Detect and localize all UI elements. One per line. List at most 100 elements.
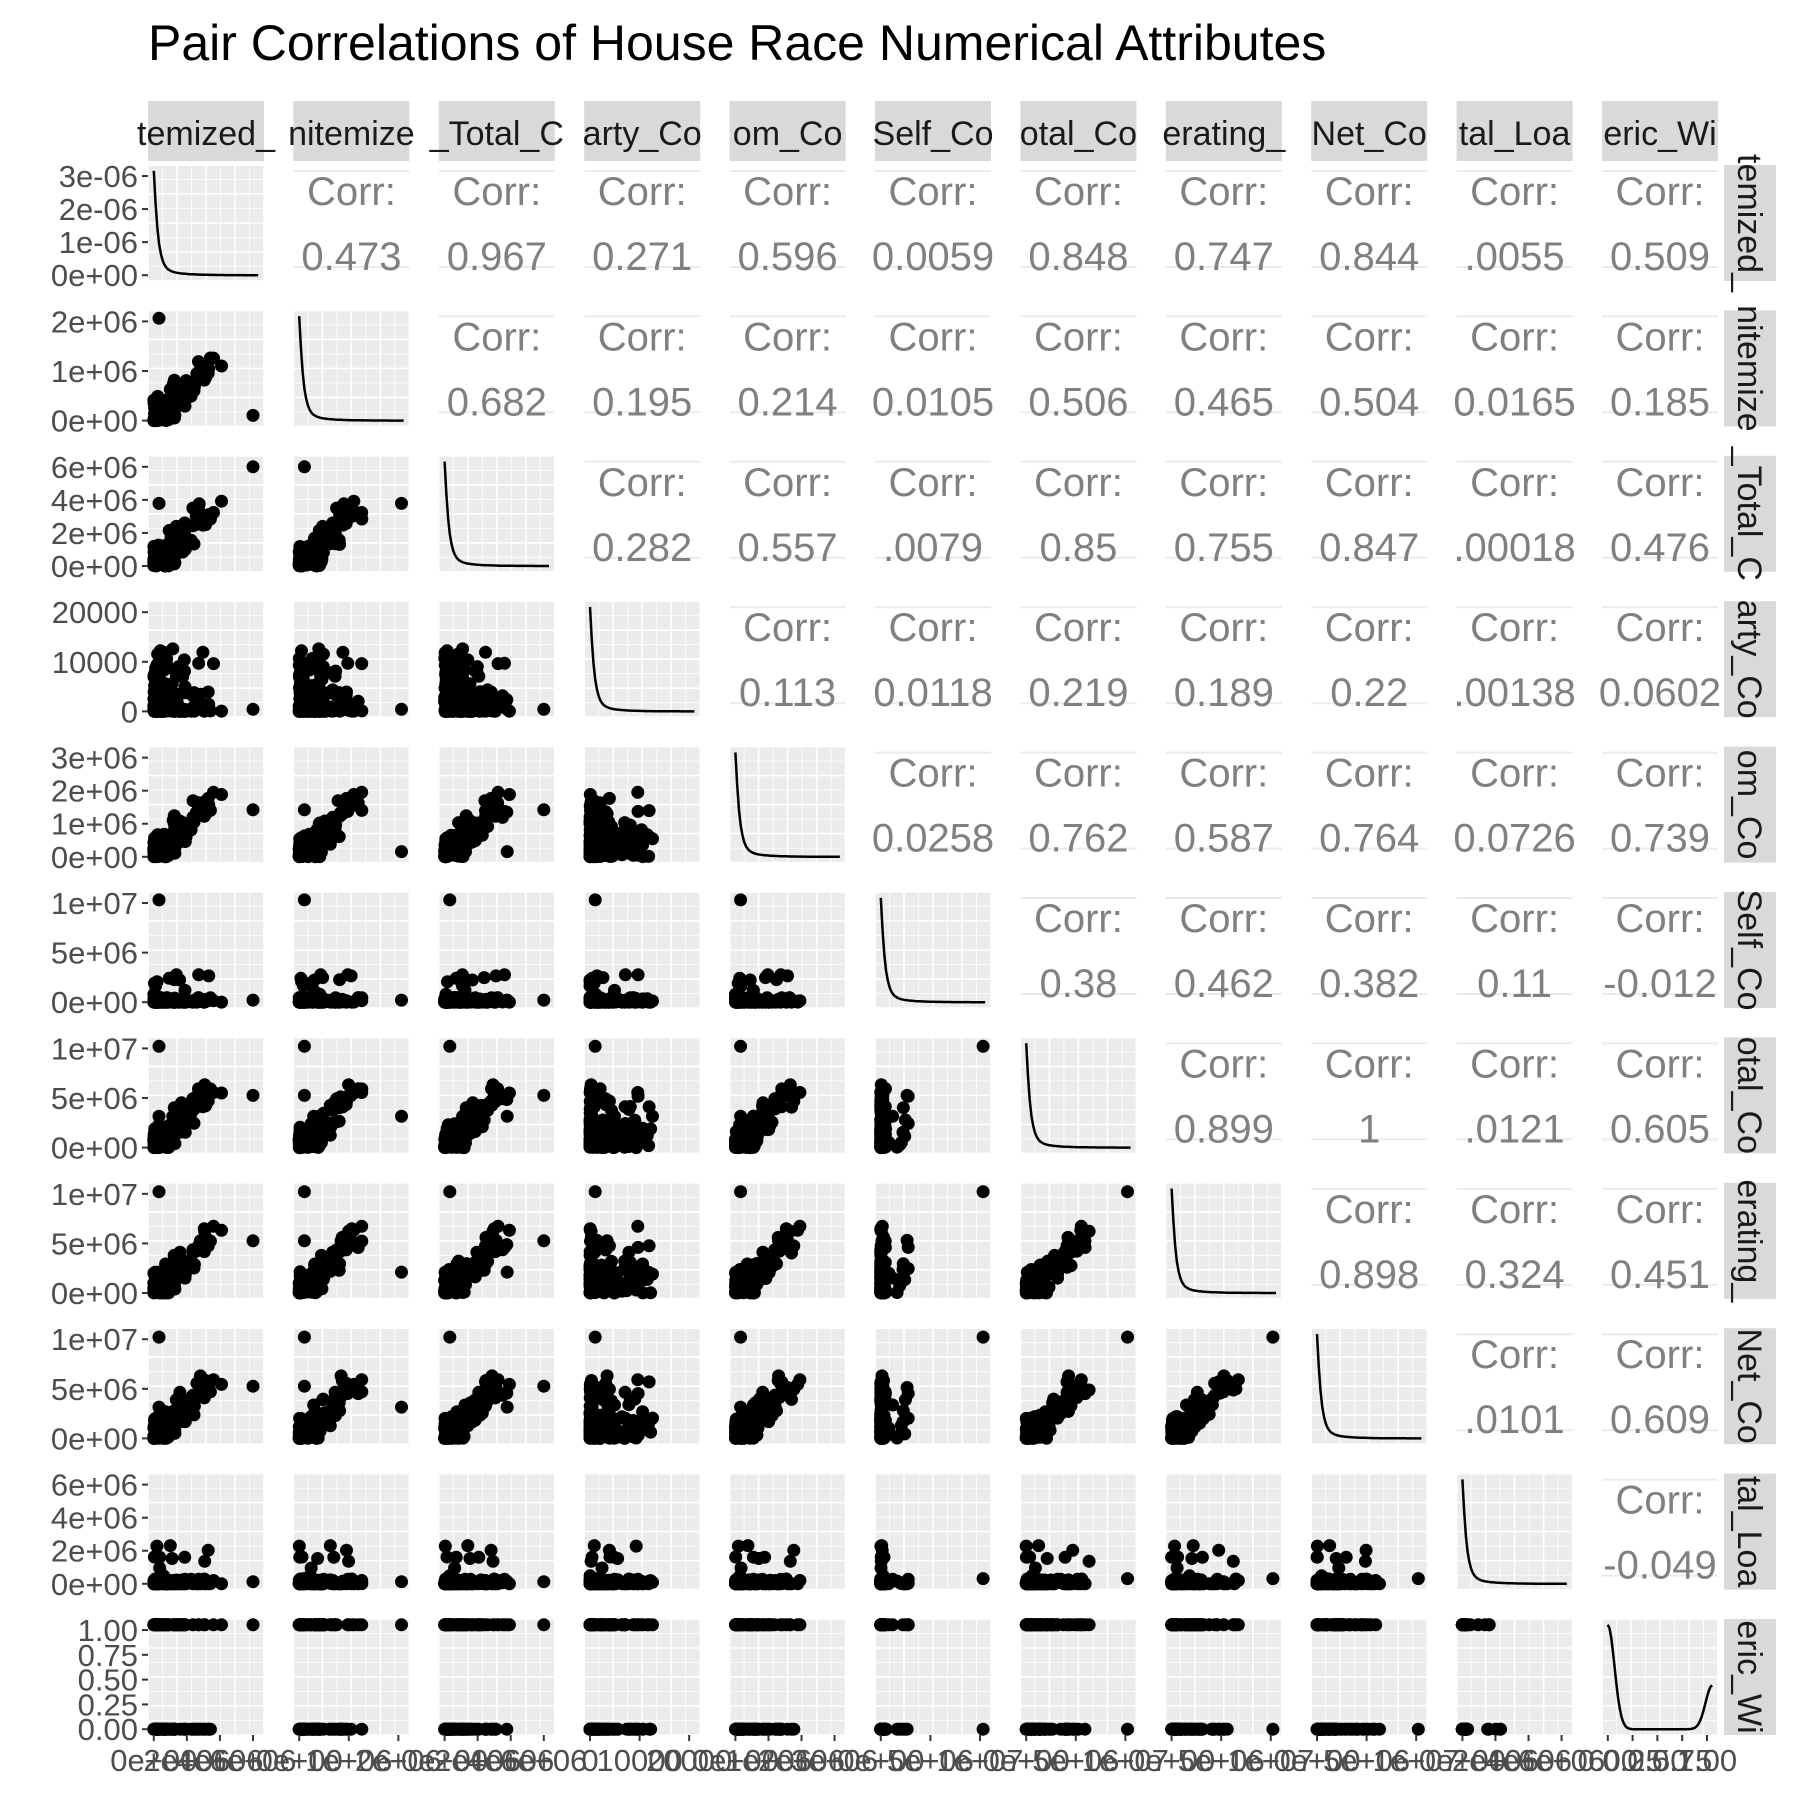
scatter-point: [496, 1243, 509, 1257]
scatter-point: [186, 810, 200, 824]
corr-label: Corr:: [743, 606, 832, 650]
corr-value: 0.113: [739, 671, 836, 715]
scatter-point: [215, 359, 228, 373]
scatter-point: [606, 1133, 620, 1146]
scatter-point: [335, 807, 349, 821]
scatter-point: [751, 1259, 764, 1273]
corr-label: Corr:: [1616, 752, 1705, 796]
corr-label: Corr:: [889, 752, 978, 796]
scatter-point: [171, 1119, 184, 1133]
scatter-point: [341, 656, 355, 670]
scatter-point: [199, 518, 213, 532]
corr-label: Corr:: [1179, 752, 1268, 796]
corr-label: Corr:: [1616, 1188, 1705, 1232]
corr-label: Corr:: [1034, 752, 1123, 796]
scatter-point: [147, 668, 161, 682]
density-curve: [588, 606, 695, 713]
corr-label: Corr:: [1616, 897, 1705, 941]
scatter-point: [976, 1185, 990, 1199]
scatter-point: [479, 992, 493, 1006]
scatter-point: [347, 494, 361, 508]
scatter-point: [335, 992, 349, 1006]
scatter-point: [1021, 1265, 1035, 1279]
scatter-point: [599, 1243, 613, 1257]
scatter-point: [178, 377, 191, 391]
corr-label: Corr:: [1034, 606, 1123, 650]
scatter-point: [458, 680, 472, 694]
scatter-point: [642, 1139, 656, 1153]
scatter-point: [775, 1234, 789, 1248]
scatter-point: [316, 536, 330, 550]
scatter-point: [596, 971, 610, 985]
corr-label: Corr:: [1470, 897, 1559, 941]
scatter-point: [328, 1257, 342, 1271]
scatter-point: [192, 656, 206, 670]
scatter-point: [171, 389, 184, 403]
scatter-point: [297, 1185, 311, 1199]
scatter-point: [890, 1140, 904, 1154]
corr-label: Corr:: [743, 170, 832, 214]
scatter-point: [456, 979, 469, 993]
corr-label: Corr:: [1179, 170, 1268, 214]
scatter-point: [312, 1139, 326, 1153]
scatter-point: [199, 807, 213, 821]
scatter-point: [443, 699, 457, 713]
scatter-point: [496, 1092, 509, 1106]
scatter-point: [479, 645, 492, 659]
scatter-point: [606, 1282, 620, 1296]
corr-value: 0.0118: [873, 671, 992, 715]
scatter-point: [312, 849, 326, 863]
scatter-point: [215, 704, 228, 718]
scatter-point: [330, 689, 344, 703]
scatter-point: [312, 646, 326, 660]
corr-value: 0.22: [1330, 671, 1408, 715]
corr-label: Corr:: [1470, 1188, 1559, 1232]
corr-label: Corr:: [1034, 170, 1123, 214]
corr-label: Corr:: [1179, 315, 1268, 359]
scatter-point: [202, 969, 216, 983]
scatter-point: [585, 1135, 599, 1149]
corr-label: Corr:: [1616, 315, 1705, 359]
scatter-point: [149, 979, 163, 993]
scatter-point: [456, 1286, 469, 1299]
scatter-point: [355, 512, 369, 526]
scatter-point: [178, 983, 192, 997]
scatter-point: [316, 697, 330, 710]
scatter-point: [477, 1263, 491, 1277]
corr-value: 0.451: [1610, 1253, 1710, 1297]
scatter-point: [468, 664, 482, 678]
corr-label: Corr:: [1034, 461, 1123, 505]
scatter-point: [335, 518, 349, 532]
scatter-point: [759, 971, 772, 985]
scatter-point: [460, 813, 474, 827]
corr-label: Corr:: [1325, 315, 1414, 359]
corr-label: Corr:: [1616, 170, 1705, 214]
corr-label: Corr:: [1325, 461, 1414, 505]
scatter-point: [443, 845, 457, 859]
scatter-point: [215, 1086, 228, 1100]
scatter-point: [734, 993, 748, 1007]
scatter-point: [297, 702, 311, 716]
scatter-point: [456, 844, 469, 858]
scatter-point: [620, 993, 634, 1007]
scatter-point: [502, 788, 516, 801]
scatter-point: [874, 1135, 888, 1149]
scatter-point: [443, 1039, 457, 1053]
corr-value: 0.747: [1174, 235, 1274, 279]
scatter-point: [304, 1117, 318, 1131]
scatter-point: [1060, 1255, 1074, 1269]
scatter-point: [150, 681, 164, 695]
scatter-point: [166, 377, 180, 391]
corr-value: 0.271: [592, 235, 692, 279]
scatter-point: [197, 1245, 211, 1259]
corr-value: .00138: [1453, 671, 1575, 715]
scatter-point: [316, 971, 330, 985]
corr-value: 0.762: [1028, 817, 1128, 861]
scatter-point: [215, 788, 228, 801]
corr-label: Corr:: [1470, 752, 1559, 796]
scatter-point: [585, 845, 599, 859]
scatter-point: [876, 1265, 890, 1279]
scatter-point: [898, 1273, 912, 1287]
corr-label: Corr:: [1034, 315, 1123, 359]
